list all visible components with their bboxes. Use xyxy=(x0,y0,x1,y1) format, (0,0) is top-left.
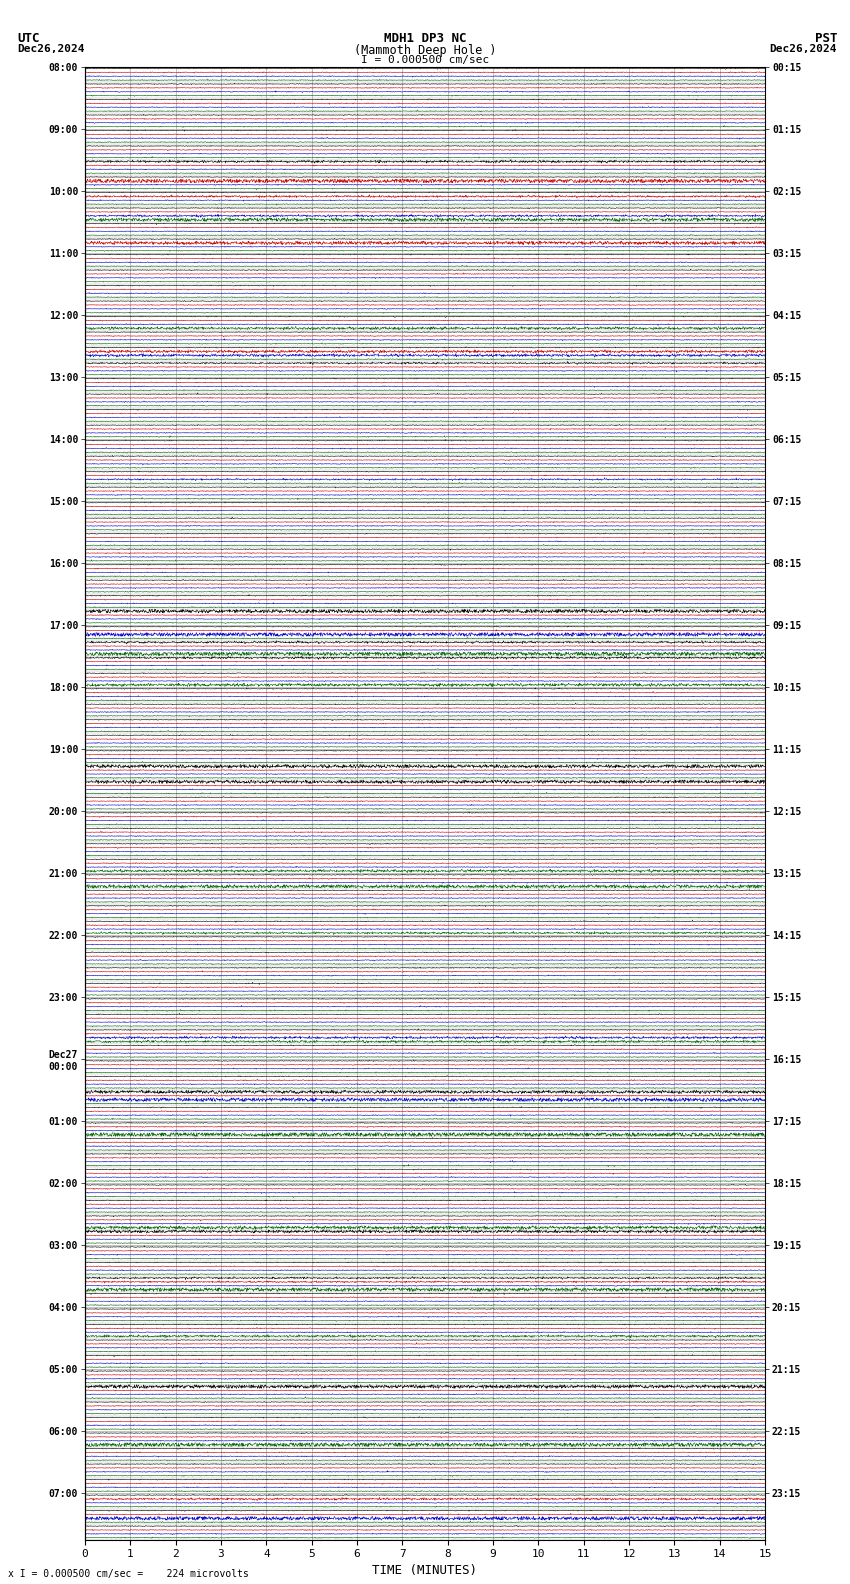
Text: (Mammoth Deep Hole ): (Mammoth Deep Hole ) xyxy=(354,43,496,57)
Text: Dec26,2024: Dec26,2024 xyxy=(17,43,84,54)
Text: I = 0.000500 cm/sec: I = 0.000500 cm/sec xyxy=(361,54,489,65)
Text: MDH1 DP3 NC: MDH1 DP3 NC xyxy=(383,32,467,46)
Text: PST: PST xyxy=(815,32,837,46)
Text: x I = 0.000500 cm/sec =    224 microvolts: x I = 0.000500 cm/sec = 224 microvolts xyxy=(8,1570,249,1579)
X-axis label: TIME (MINUTES): TIME (MINUTES) xyxy=(372,1563,478,1576)
Text: UTC: UTC xyxy=(17,32,39,46)
Text: Dec26,2024: Dec26,2024 xyxy=(770,43,837,54)
